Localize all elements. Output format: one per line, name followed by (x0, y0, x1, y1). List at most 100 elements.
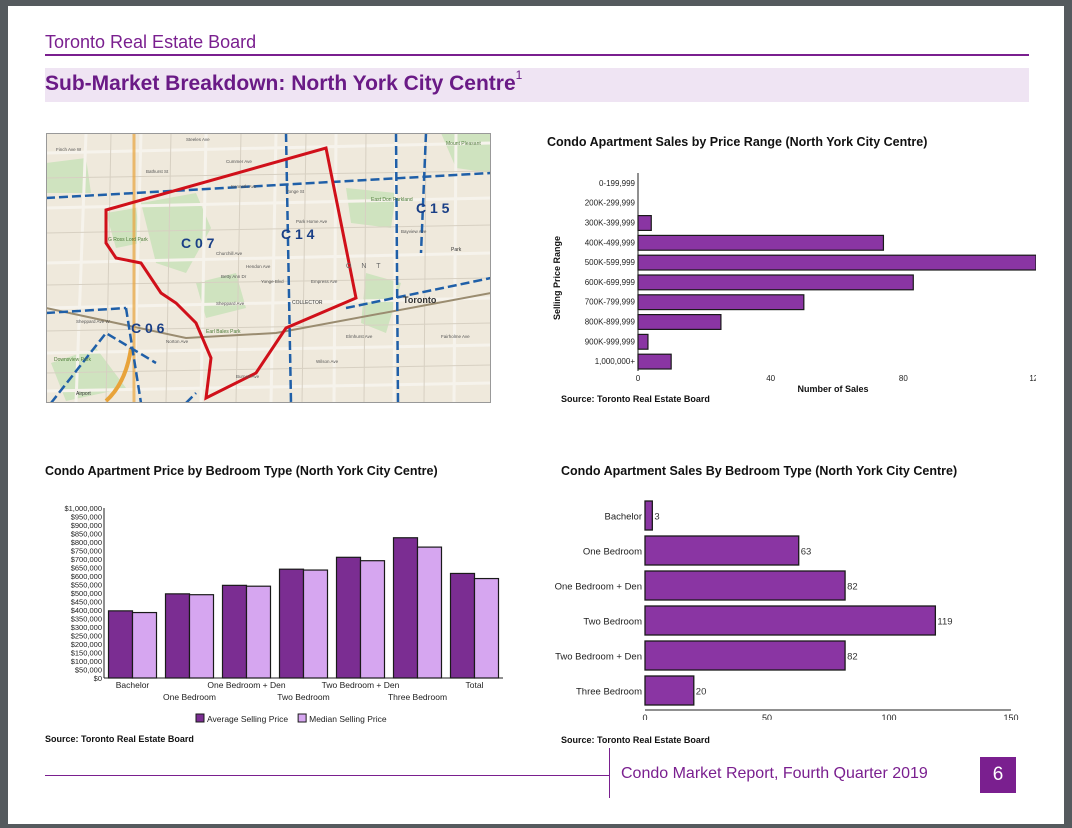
map-ont-label: O N T (346, 263, 385, 270)
page-title-text: Sub-Market Breakdown: North York City Ce… (45, 72, 516, 95)
price-range-bar (637, 254, 1036, 271)
price-bedroom-bar (449, 572, 476, 679)
street-label: Finch Ave W (56, 147, 82, 152)
sales-bedroom-category-label: One Bedroom (583, 547, 642, 558)
price-bedroom-y-tick: $350,000 (71, 615, 102, 624)
price-range-chart: 0-199,999 200K-299,999 300K-399,999 400K-49… (552, 173, 1036, 394)
street-label: Churchill Ave (216, 251, 243, 256)
park-label: Downsview Park (54, 357, 91, 363)
north-york-city-centre-boundary (104, 146, 358, 401)
price-bedroom-y-tick: $550,000 (71, 581, 102, 590)
park-label: Earl Bales Park (206, 329, 241, 335)
park-label: G Ross Lord Park (108, 237, 148, 243)
price-bedroom-bar (335, 556, 362, 679)
price-range-category-label: 1,000,000+ (595, 357, 636, 366)
map-collector-label: COLLECTOR (292, 300, 323, 306)
price-range-category-label: 900K-999,999 (585, 337, 636, 346)
price-bedroom-y-tick: $850,000 (71, 530, 102, 539)
sales-bedroom-value-label: 119 (937, 617, 952, 628)
sales-bedroom-category-label: Three Bedroom (576, 687, 642, 698)
street-label: Norton Ave (166, 339, 189, 344)
price-bedroom-y-tick: $750,000 (71, 547, 102, 556)
price-bedroom-category-label: Two Bedroom (277, 692, 329, 702)
street-label: Betty Ann Dr (221, 274, 247, 279)
price-bedroom-bar (245, 585, 272, 679)
legend-label: Average Selling Price (207, 714, 288, 724)
price-bedroom-category-label: One Bedroom + Den (207, 680, 285, 690)
price-range-bar (637, 294, 805, 311)
price-range-x-tick: 120 (1029, 374, 1036, 383)
price-bedroom-bar (359, 560, 386, 679)
price-bedroom-bar (131, 611, 158, 679)
price-range-bar (637, 333, 649, 350)
price-bedroom-bar (188, 594, 215, 679)
price-bedroom-y-tick: $400,000 (71, 606, 102, 615)
price-range-category-label: 0-199,999 (599, 179, 636, 188)
sales-bedroom-bar (644, 500, 653, 531)
map-parks (46, 133, 491, 401)
price-bedroom-bar (473, 577, 500, 679)
price-bedroom-category-label: Three Bedroom (388, 692, 447, 702)
district-c06-label: C 0 6 (131, 320, 165, 336)
sales-bedroom-x-tick: 50 (762, 713, 772, 720)
sales-bedroom-x-tick: 0 (642, 713, 647, 720)
district-map: C 0 7 C 1 4 C 1 5 C 0 6 Toronto O N T CO… (46, 133, 491, 403)
legend-swatch (297, 713, 307, 723)
map-park-label: Park (451, 247, 462, 253)
sales-bedroom-value-label: 82 (847, 652, 858, 663)
price-bedroom-y-tick: $600,000 (71, 572, 102, 581)
street-label: Wilson Ave (316, 359, 339, 364)
title-bar: Sub-Market Breakdown: North York City Ce… (45, 68, 1029, 102)
price-range-x-axis-title: Number of Sales (797, 384, 868, 394)
price-range-bar (637, 353, 672, 370)
sales-bedroom-bar (644, 570, 846, 601)
price-range-bar (637, 234, 885, 251)
district-c14-label: C 1 4 (281, 226, 315, 242)
price-range-x-tick: 80 (899, 374, 908, 383)
price-bedroom-y-tick: $800,000 (71, 538, 102, 547)
sales-bedroom-x-tick: 150 (1003, 713, 1018, 720)
street-label: Kenneth Ave (231, 184, 257, 189)
price-bedroom-category-label: Total (466, 680, 484, 690)
price-bedroom-category-label: One Bedroom (163, 692, 216, 702)
sales-bedroom-chart: 3 63 82 119 82 20 Bachelor One Bedroom One Bedr… (555, 500, 1019, 720)
map-svg: C 0 7 C 1 4 C 1 5 C 0 6 Toronto O N T CO… (46, 133, 491, 403)
sales-bedroom-category-label: Two Bedroom (583, 617, 642, 628)
price-bedroom-bar (221, 584, 248, 679)
price-bedroom-chart: $0$50,000$100,000$150,000$200,000$250,00… (64, 504, 503, 724)
price-bedroom-y-tick: $950,000 (71, 513, 102, 522)
price-range-bar (637, 214, 652, 231)
sales-bedroom-value-label: 82 (847, 582, 858, 593)
street-label: Sheppard Ave W (76, 319, 110, 324)
header-divider (45, 54, 1029, 56)
price-bedroom-y-tick: $500,000 (71, 589, 102, 598)
price-bedroom-y-tick: $450,000 (71, 598, 102, 607)
street-label: Bayview Ave (401, 229, 427, 234)
street-label: Yonge Blvd (261, 279, 284, 284)
title-footnote-marker: 1 (515, 68, 523, 82)
legend-swatch (195, 713, 205, 723)
price-bedroom-y-tick: $900,000 (71, 521, 102, 530)
price-bedroom-bar (392, 537, 419, 679)
street-label: Empress Ave (311, 279, 338, 284)
price-range-chart-title: Condo Apartment Sales by Price Range (No… (547, 135, 928, 149)
organization-name: Toronto Real Estate Board (45, 32, 257, 52)
price-bedroom-bar (416, 546, 443, 679)
toronto-place-label: Toronto (403, 295, 437, 305)
district-c15-label: C 1 5 (416, 200, 450, 216)
street-label: Elmhurst Ave (346, 334, 373, 339)
street-label: Fairholme Ave (441, 334, 470, 339)
price-bedroom-y-tick: $1,000,000 (64, 504, 102, 513)
price-range-x-tick: 0 (636, 374, 641, 383)
price-bedroom-y-tick: $50,000 (75, 666, 102, 675)
price-range-x-tick: 40 (766, 374, 775, 383)
map-park-labels: Earl Bales Park G Ross Lord Park East Do… (54, 141, 481, 363)
sales-bedroom-category-label: One Bedroom + Den (555, 582, 642, 593)
price-bedroom-y-tick: $150,000 (71, 649, 102, 658)
price-bedroom-y-tick: $100,000 (71, 657, 102, 666)
price-range-bar (637, 314, 722, 331)
street-label: Bathurst St (146, 169, 169, 174)
street-label: Cummer Ave (226, 159, 252, 164)
price-range-source: Source: Toronto Real Estate Board (561, 394, 710, 404)
sales-bedroom-category-label: Bachelor (605, 512, 643, 523)
